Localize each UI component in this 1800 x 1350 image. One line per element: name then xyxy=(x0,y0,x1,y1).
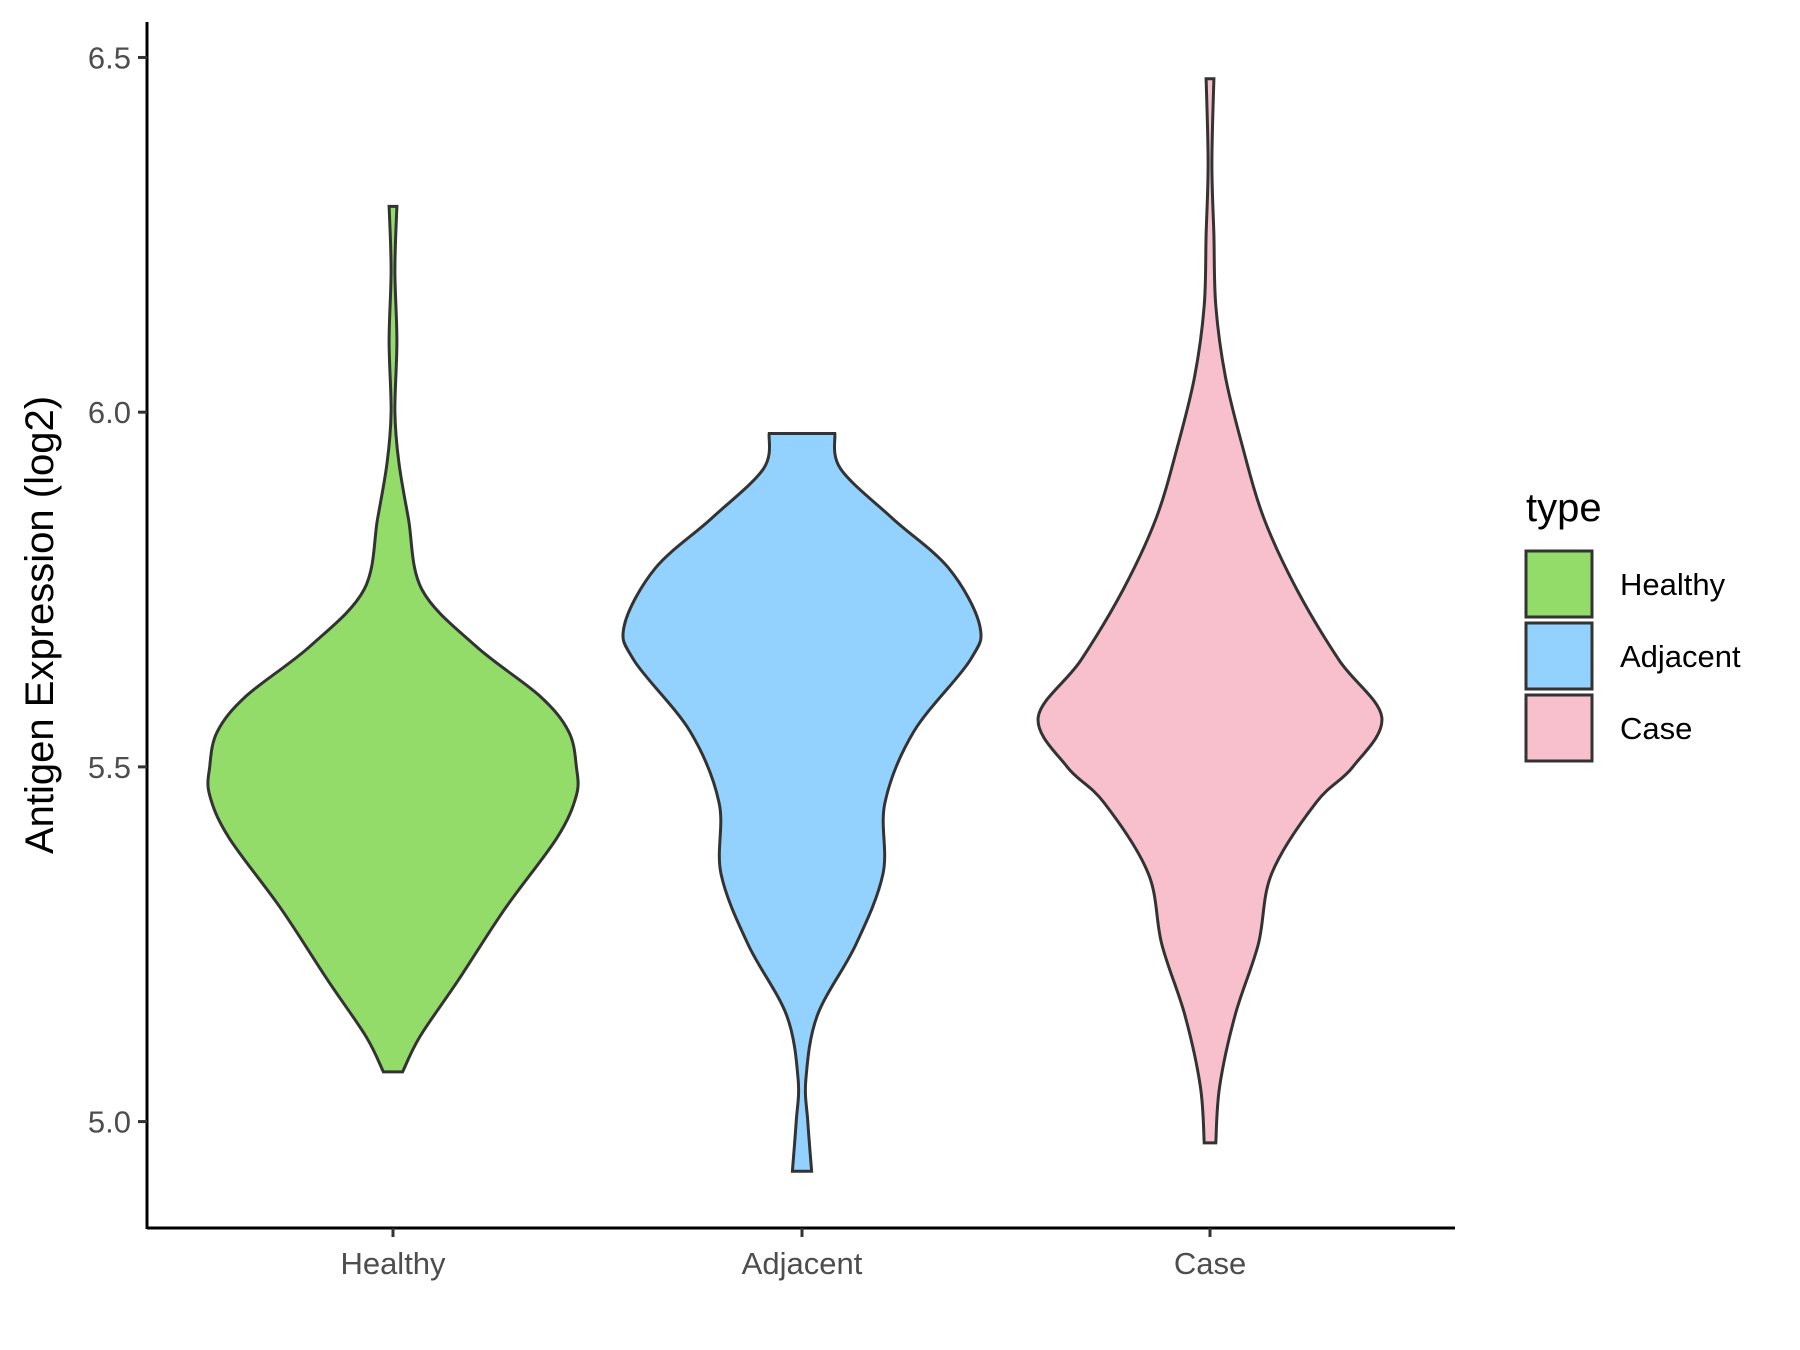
violin-healthy xyxy=(206,204,580,1074)
legend-label-case: Case xyxy=(1620,711,1692,746)
x-ticks: Healthy Adjacent Case xyxy=(340,1228,1246,1281)
legend-title: type xyxy=(1526,486,1602,530)
legend-label-healthy: Healthy xyxy=(1620,567,1726,602)
y-ticks: 5.0 5.5 6.0 6.5 xyxy=(88,40,147,1140)
y-tick-label: 6.0 xyxy=(88,395,131,430)
y-tick-label: 5.5 xyxy=(88,750,131,785)
violin-layer xyxy=(206,77,1384,1173)
legend-swatch-adjacent xyxy=(1524,621,1594,691)
legend-swatch-case xyxy=(1524,693,1594,763)
legend-swatch-healthy xyxy=(1524,549,1594,619)
violin-adjacent xyxy=(621,432,983,1173)
violin-case xyxy=(1036,77,1384,1145)
y-tick-label: 5.0 xyxy=(88,1105,131,1140)
x-tick-label: Adjacent xyxy=(742,1246,863,1281)
legend: type Healthy Adjacent Case xyxy=(1524,486,1741,763)
y-axis-title: Antigen Expression (log2) xyxy=(18,396,62,854)
legend-label-adjacent: Adjacent xyxy=(1620,639,1741,674)
y-tick-label: 6.5 xyxy=(88,40,131,75)
legend-entries: Healthy Adjacent Case xyxy=(1524,549,1741,763)
x-tick-label: Case xyxy=(1174,1246,1246,1281)
x-tick-label: Healthy xyxy=(340,1246,446,1281)
